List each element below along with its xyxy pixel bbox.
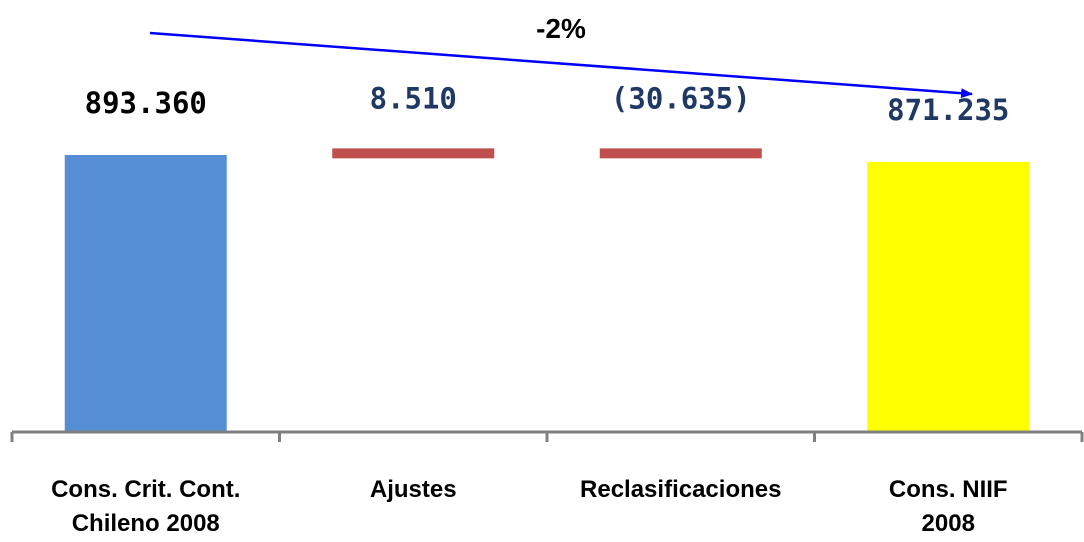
change-arrow (149, 31, 973, 99)
category-label-3-1: 2008 (922, 510, 975, 537)
change-percent-label: -2% (536, 13, 586, 44)
category-label-3-0: Cons. NIIF (889, 476, 1008, 503)
x-axis (10, 430, 1084, 442)
category-label-0-0: Cons. Crit. Cont. (51, 476, 240, 503)
value-label-3: 871.235 (887, 93, 1009, 127)
delta-bar-2 (599, 148, 762, 159)
change-annotation: -2% (149, 13, 973, 99)
category-labels-group: Cons. Crit. Cont. Chileno 2008 Ajustes Recl… (51, 476, 1008, 537)
bar-0 (64, 155, 227, 432)
value-labels-group: 893.360 8.510 (30.635) 871.235 (85, 81, 1010, 126)
bars-group (64, 148, 1030, 432)
value-label-0: 893.360 (85, 86, 207, 120)
delta-bar-1 (332, 148, 495, 159)
bar-3 (867, 161, 1030, 432)
value-label-2: (30.635) (611, 81, 751, 115)
category-label-2-0: Reclasificaciones (580, 476, 781, 503)
value-label-1: 8.510 (370, 81, 457, 115)
category-label-1-0: Ajustes (370, 476, 457, 503)
category-label-0-1: Chileno 2008 (72, 510, 220, 537)
